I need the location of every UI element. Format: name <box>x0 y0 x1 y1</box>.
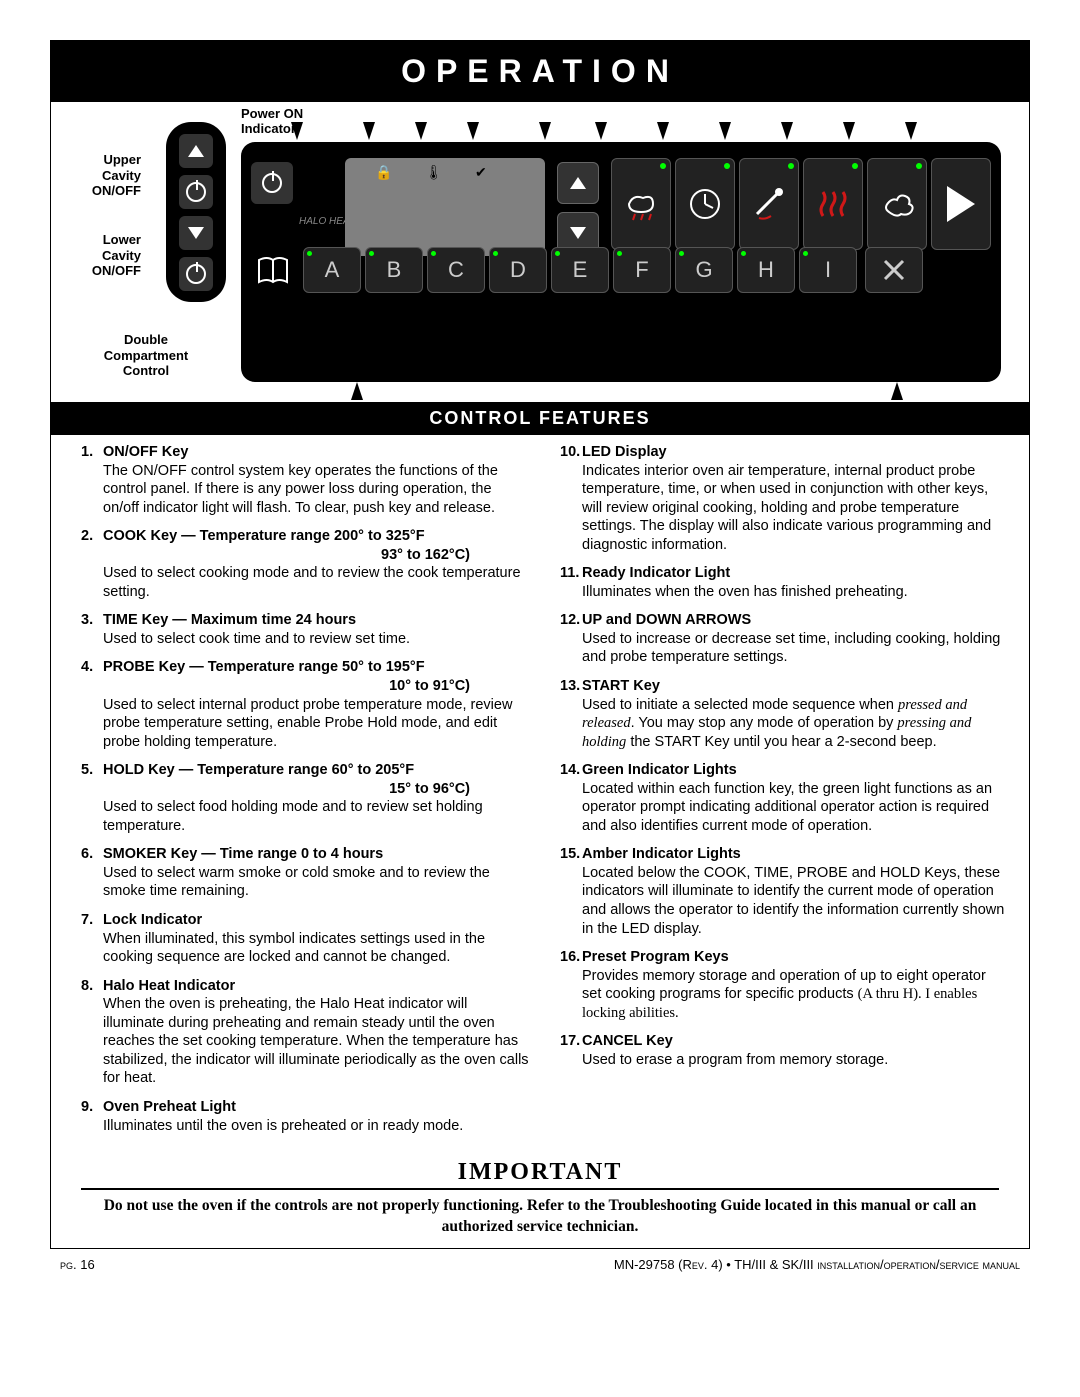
feature-item: 15.Amber Indicator LightsLocated below t… <box>560 845 1009 938</box>
feature-item: 4.PROBE Key — Temperature range 50° to 1… <box>81 658 530 751</box>
feature-item: 12.UP and DOWN ARROWSUsed to increase or… <box>560 611 1009 667</box>
hold-key[interactable] <box>803 158 863 250</box>
preset-key-b[interactable]: B <box>365 247 423 293</box>
smoker-key[interactable] <box>867 158 927 250</box>
control-panel-diagram: Power ON Indicator Upper Cavity ON/OFF L… <box>51 102 1029 402</box>
preset-key-a[interactable]: A <box>303 247 361 293</box>
feature-item: 14.Green Indicator LightsLocated within … <box>560 761 1009 835</box>
up-arrow-button[interactable] <box>179 134 213 168</box>
preset-key-d[interactable]: D <box>489 247 547 293</box>
cancel-key[interactable] <box>865 247 923 293</box>
manual-icon <box>253 250 293 290</box>
down-arrow-button[interactable] <box>179 216 213 250</box>
main-control-panel: 🔒 🌡 ✔ <box>241 142 1001 382</box>
important-block: IMPORTANT Do not use the oven if the con… <box>81 1159 999 1238</box>
preset-key-f[interactable]: F <box>613 247 671 293</box>
page-number: pg. 16 <box>60 1257 95 1272</box>
important-text: Do not use the oven if the controls are … <box>81 1196 999 1238</box>
features-right-column: 10.LED DisplayIndicates interior oven ai… <box>560 443 1009 1145</box>
section-title: CONTROL FEATURES <box>51 402 1029 435</box>
feature-item: 7.Lock IndicatorWhen illuminated, this s… <box>81 911 530 967</box>
side-compartment-panel <box>166 122 226 302</box>
lower-cavity-label: Lower Cavity ON/OFF <box>61 232 141 279</box>
page-footer: pg. 16 MN-29758 (Rev. 4) • TH/III & SK/I… <box>50 1249 1030 1272</box>
feature-item: 8.Halo Heat IndicatorWhen the oven is pr… <box>81 977 530 1088</box>
feature-item: 9.Oven Preheat LightIlluminates until th… <box>81 1098 530 1135</box>
feature-item: 13.START KeyUsed to initiate a selected … <box>560 677 1009 751</box>
upper-power-button[interactable] <box>179 175 213 209</box>
double-compartment-label: Double Compartment Control <box>91 332 201 379</box>
cook-key[interactable] <box>611 158 671 250</box>
lower-power-button[interactable] <box>179 257 213 291</box>
preset-key-i[interactable]: I <box>799 247 857 293</box>
important-title: IMPORTANT <box>81 1159 999 1190</box>
panel-power-button[interactable] <box>251 162 293 204</box>
feature-item: 2.COOK Key — Temperature range 200° to 3… <box>81 527 530 601</box>
led-display: 🔒 🌡 ✔ <box>345 158 545 256</box>
preset-key-e[interactable]: E <box>551 247 609 293</box>
probe-key[interactable] <box>739 158 799 250</box>
preset-key-g[interactable]: G <box>675 247 733 293</box>
start-key[interactable] <box>931 158 991 250</box>
feature-item: 16.Preset Program KeysProvides memory st… <box>560 948 1009 1022</box>
increase-button[interactable] <box>557 162 599 204</box>
features-left-column: 1.ON/OFF KeyThe ON/OFF control system ke… <box>81 443 530 1145</box>
feature-item: 6.SMOKER Key — Time range 0 to 4 hoursUs… <box>81 845 530 901</box>
document-id: MN-29758 (Rev. 4) • TH/III & SK/III inst… <box>614 1257 1020 1272</box>
feature-item: 5.HOLD Key — Temperature range 60° to 20… <box>81 761 530 835</box>
preset-key-c[interactable]: C <box>427 247 485 293</box>
feature-item: 17.CANCEL KeyUsed to erase a program fro… <box>560 1032 1009 1069</box>
feature-item: 1.ON/OFF KeyThe ON/OFF control system ke… <box>81 443 530 517</box>
feature-item: 11.Ready Indicator LightIlluminates when… <box>560 564 1009 601</box>
time-key[interactable] <box>675 158 735 250</box>
upper-cavity-label: Upper Cavity ON/OFF <box>61 152 141 199</box>
preset-key-h[interactable]: H <box>737 247 795 293</box>
feature-item: 10.LED DisplayIndicates interior oven ai… <box>560 443 1009 554</box>
feature-item: 3.TIME Key — Maximum time 24 hoursUsed t… <box>81 611 530 648</box>
page-title: OPERATION <box>51 41 1029 102</box>
page-container: OPERATION Power ON Indicator Upper Cavit… <box>50 40 1030 1249</box>
features-columns: 1.ON/OFF KeyThe ON/OFF control system ke… <box>51 435 1029 1155</box>
